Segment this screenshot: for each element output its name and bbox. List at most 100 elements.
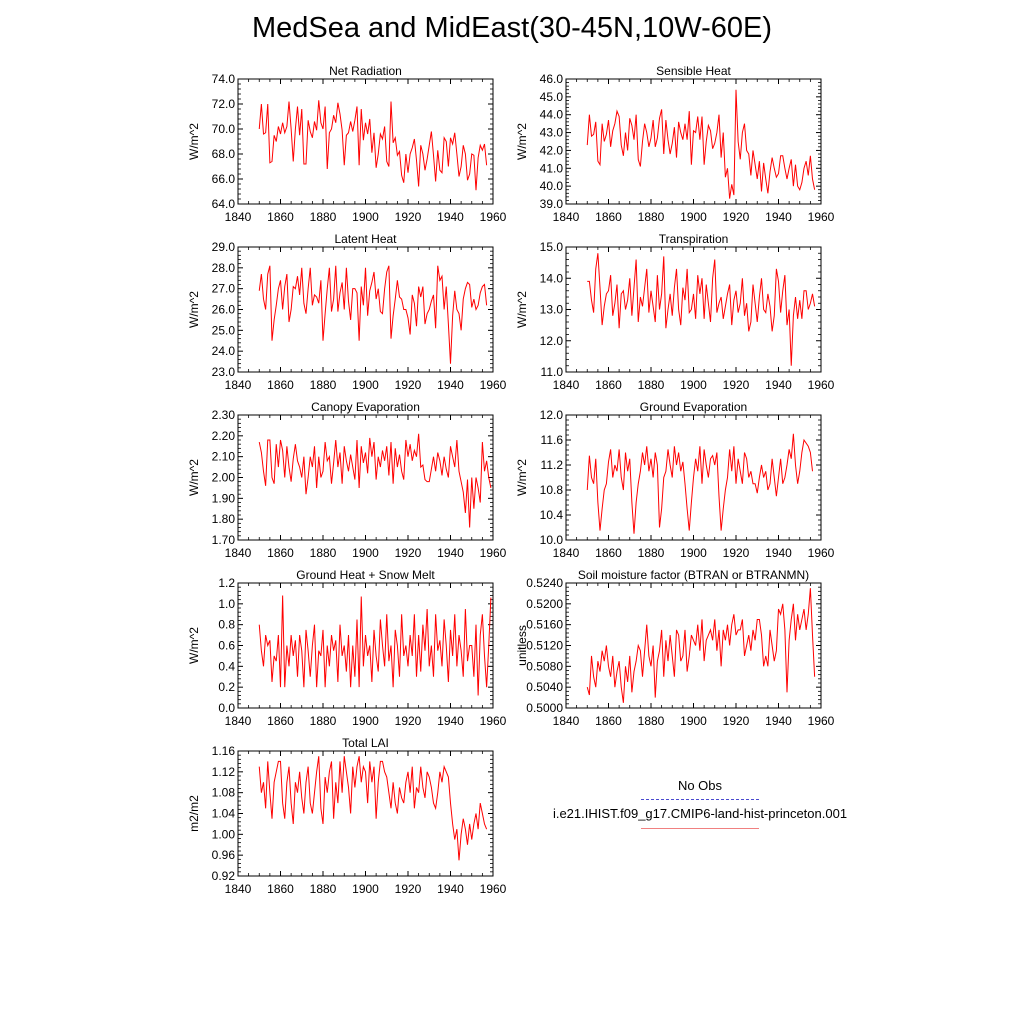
panel-1: Net Radiation W/m^2 1840 1860 1880 1900 1920 19… [187, 64, 507, 224]
x-tick-label: 1900 [680, 378, 707, 392]
plot-frame [237, 246, 494, 373]
series-line [258, 433, 492, 528]
y-axis-label: unitless [515, 625, 529, 666]
y-tick-label: 0.5120 [526, 639, 563, 653]
x-tick-label: 1960 [480, 546, 507, 560]
x-tick-label: 1860 [595, 378, 622, 392]
y-tick-label: 24.0 [212, 344, 236, 358]
y-axis-label: W/m^2 [515, 459, 529, 496]
y-tick-label: 1.04 [212, 807, 236, 821]
x-tick-label: 1840 [225, 882, 252, 896]
panel-7: Ground Heat + Snow Melt W/m^2 1840 1860 1880… [187, 568, 507, 728]
panel-title: Soil moisture factor (BTRAN or BTRANMN) [578, 568, 809, 582]
y-tick-label: 27.0 [212, 282, 236, 296]
plot-frame [237, 414, 494, 541]
y-axis-label: W/m^2 [515, 291, 529, 328]
y-tick-label: 0.5200 [526, 597, 563, 611]
series-line [586, 588, 816, 703]
x-tick-label: 1900 [352, 882, 379, 896]
x-tick-label: 1940 [437, 210, 464, 224]
x-tick-label: 1960 [808, 210, 835, 224]
x-tick-label: 1960 [808, 714, 835, 728]
y-tick-label: 46.0 [540, 72, 564, 86]
x-tick-label: 1920 [395, 882, 422, 896]
x-tick-label: 1960 [808, 378, 835, 392]
x-tick-label: 1860 [595, 546, 622, 560]
x-tick-label: 1880 [638, 210, 665, 224]
legend-case-line [641, 828, 759, 829]
y-tick-label: 12.0 [540, 334, 564, 348]
series-line [258, 100, 488, 191]
x-tick-label: 1920 [395, 714, 422, 728]
y-tick-label: 15.0 [540, 240, 564, 254]
y-tick-label: 2.10 [212, 450, 236, 464]
x-tick-label: 1940 [437, 882, 464, 896]
y-axis-label: W/m^2 [187, 291, 201, 328]
y-tick-label: 0.5080 [526, 659, 563, 673]
x-tick-label: 1880 [638, 378, 665, 392]
x-tick-label: 1880 [310, 882, 337, 896]
series-line [258, 265, 488, 364]
panel-9: Total LAI m2/m2 1840 1860 1880 1900 1920 1940 19… [187, 736, 507, 896]
panel-title: Total LAI [342, 736, 389, 750]
x-tick-label: 1920 [395, 210, 422, 224]
legend-obs-label: No Obs [677, 778, 723, 793]
y-tick-label: 10.8 [540, 483, 564, 497]
panel-title: Net Radiation [329, 64, 402, 78]
x-tick-label: 1860 [595, 714, 622, 728]
x-tick-label: 1860 [267, 882, 294, 896]
x-tick-label: 1880 [310, 546, 337, 560]
y-tick-label: 70.0 [212, 122, 236, 136]
y-axis-label: W/m^2 [187, 123, 201, 160]
y-tick-label: 0.5160 [526, 618, 563, 632]
y-tick-label: 29.0 [212, 240, 236, 254]
y-tick-label: 0.5240 [526, 576, 563, 590]
x-tick-label: 1920 [723, 210, 750, 224]
x-tick-label: 1920 [723, 546, 750, 560]
y-tick-label: 10.0 [540, 533, 564, 547]
panel-8: Soil moisture factor (BTRAN or BTRANMN) u… [515, 568, 835, 728]
panel-title: Canopy Evaporation [311, 400, 420, 414]
y-tick-label: 41.0 [540, 161, 564, 175]
y-tick-label: 28.0 [212, 261, 236, 275]
x-tick-label: 1860 [267, 714, 294, 728]
y-tick-label: 0.96 [212, 848, 236, 862]
panel-6: Ground Evaporation W/m^2 1840 1860 1880 1900 1… [515, 400, 835, 560]
x-tick-label: 1880 [310, 378, 337, 392]
y-tick-label: 45.0 [540, 90, 564, 104]
y-tick-label: 11.2 [541, 458, 564, 472]
y-tick-label: 0.0 [218, 701, 235, 715]
y-tick-label: 66.0 [212, 172, 236, 186]
x-tick-label: 1960 [808, 546, 835, 560]
y-tick-label: 74.0 [212, 72, 236, 86]
x-tick-label: 1960 [480, 378, 507, 392]
x-tick-label: 1900 [352, 210, 379, 224]
y-tick-label: 0.2 [218, 680, 235, 694]
y-tick-label: 26.0 [212, 303, 236, 317]
series-line [258, 756, 488, 861]
x-tick-label: 1920 [395, 378, 422, 392]
x-tick-label: 1840 [225, 714, 252, 728]
panel-title: Latent Heat [334, 232, 397, 246]
y-axis-label: W/m^2 [187, 459, 201, 496]
y-tick-label: 10.4 [540, 508, 564, 522]
y-axis-label: m2/m2 [187, 795, 201, 832]
y-tick-label: 11.0 [541, 365, 564, 379]
series-line [586, 89, 816, 199]
x-tick-label: 1960 [480, 882, 507, 896]
x-tick-label: 1860 [267, 546, 294, 560]
y-tick-label: 2.00 [212, 471, 236, 485]
x-tick-label: 1900 [352, 714, 379, 728]
panel-title: Ground Heat + Snow Melt [296, 568, 435, 582]
series-line [258, 595, 492, 696]
x-tick-label: 1940 [765, 210, 792, 224]
y-tick-label: 11.6 [541, 433, 564, 447]
x-tick-label: 1900 [352, 546, 379, 560]
y-tick-label: 23.0 [212, 365, 236, 379]
legend: No Obs i.e21.IHIST.f09_g17.CMIP6-land-hi… [520, 778, 880, 829]
x-tick-label: 1940 [437, 378, 464, 392]
x-tick-label: 1880 [638, 546, 665, 560]
y-tick-label: 43.0 [540, 126, 564, 140]
x-tick-label: 1860 [267, 210, 294, 224]
y-tick-label: 0.6 [218, 639, 235, 653]
